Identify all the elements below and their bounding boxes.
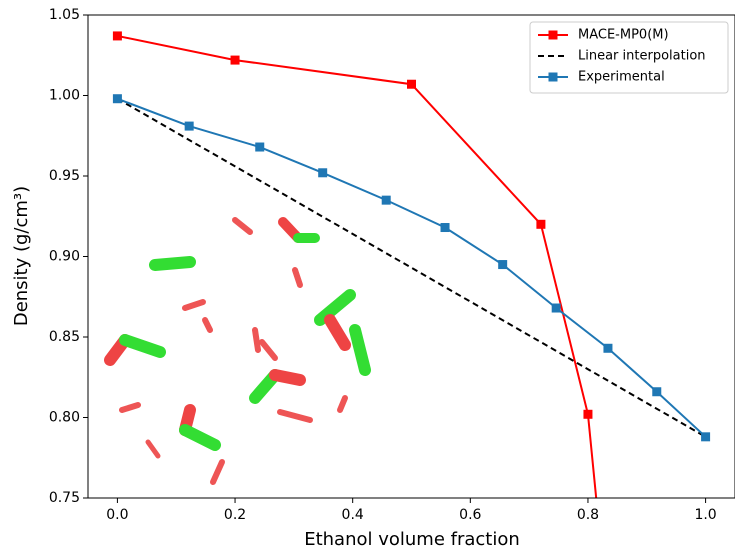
legend-marker	[548, 72, 558, 82]
y-tick-label: 0.80	[49, 410, 80, 426]
series-marker	[583, 409, 593, 419]
y-tick-label: 1.00	[49, 88, 80, 104]
series-marker	[498, 260, 508, 270]
legend-label: Linear interpolation	[578, 49, 706, 64]
x-tick-label: 1.0	[694, 507, 716, 523]
plot-frame	[87, 14, 735, 499]
series-marker	[407, 79, 416, 89]
x-axis-label: Ethanol volume fraction	[304, 529, 520, 550]
series-marker	[551, 303, 561, 313]
x-tick-label: 0.0	[106, 507, 128, 523]
x-tick-label: 0.8	[577, 507, 599, 523]
series-marker	[318, 168, 328, 178]
series-marker	[536, 219, 546, 229]
series-marker	[652, 387, 662, 397]
legend-label: MACE-MP0(M)	[578, 28, 669, 43]
series-marker	[381, 195, 391, 205]
y-tick-label: 1.05	[49, 7, 80, 23]
legend-box	[529, 21, 729, 94]
series-marker	[230, 55, 240, 65]
x-tick-label: 0.2	[224, 507, 246, 523]
series-marker	[701, 432, 711, 442]
y-tick-label: 0.95	[49, 168, 80, 184]
molecule-illustration	[104, 217, 371, 485]
legend-marker	[548, 30, 558, 40]
x-tick-label: 0.4	[342, 507, 364, 523]
series-marker	[184, 121, 194, 131]
y-tick-label: 0.90	[49, 249, 80, 265]
series-line	[116, 97, 707, 438]
series-line	[117, 34, 598, 498]
legend-label: Experimental	[578, 70, 665, 85]
series-marker	[603, 343, 613, 353]
y-tick-label: 0.75	[49, 490, 80, 506]
series-marker	[255, 142, 265, 152]
series-marker	[112, 94, 122, 104]
x-tick-label: 0.6	[459, 507, 481, 523]
series-marker	[440, 223, 450, 233]
series-marker	[112, 31, 122, 41]
y-axis-label: Density (g/cm³)	[11, 186, 32, 326]
y-tick-label: 0.85	[49, 329, 80, 345]
